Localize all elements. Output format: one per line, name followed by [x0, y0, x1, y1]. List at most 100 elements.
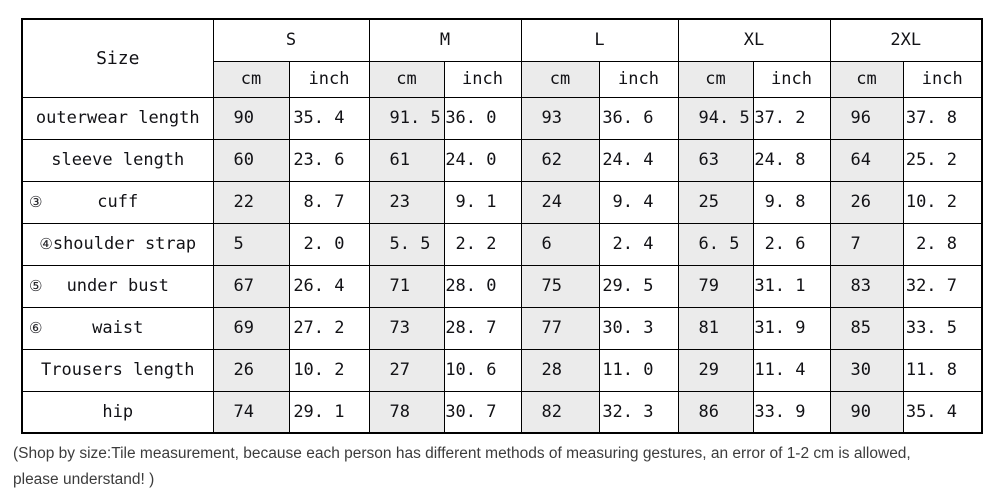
- inch-value-cell: 33. 9: [752, 390, 831, 434]
- cm-value-cell: 63: [677, 138, 754, 182]
- inch-value-cell: 36. 0: [443, 96, 522, 140]
- unit-header-cm: cm: [368, 60, 445, 98]
- inch-value-cell: 31. 9: [752, 306, 831, 350]
- cm-value-cell: 26: [212, 348, 290, 392]
- unit-header-inch: inch: [288, 60, 370, 98]
- size-header-l: L: [520, 18, 679, 62]
- table-row-trousers-length: ⑦ Trousers length 26 10. 2 27 10. 6 28 1…: [21, 348, 983, 392]
- table-row-outerwear-length: ① outerwear length 90 35. 4 91. 5 36. 0 …: [21, 96, 983, 140]
- table-row-hip: ⑧ hip 74 29. 1 78 30. 7 82 32. 3 86 33. …: [21, 390, 983, 434]
- inch-value-cell: 9. 1: [443, 180, 522, 224]
- unit-header-cm: cm: [212, 60, 290, 98]
- row-label: under bust: [66, 276, 169, 296]
- inch-value-cell: 24. 0: [443, 138, 522, 182]
- cm-value-cell: 74: [212, 390, 290, 434]
- cm-value-cell: 77: [520, 306, 600, 350]
- cm-value-cell: 64: [829, 138, 904, 182]
- inch-value-cell: 30. 3: [598, 306, 679, 350]
- cm-value-cell: 85: [829, 306, 904, 350]
- cm-value-cell: 26: [829, 180, 904, 224]
- row-label: outerwear length: [35, 108, 200, 128]
- inch-value-cell: 11. 8: [902, 348, 983, 392]
- inch-value-cell: 27. 2: [288, 306, 370, 350]
- inch-value-cell: 8. 7: [288, 180, 370, 224]
- size-header-s: S: [212, 18, 370, 62]
- cm-value-cell: 5. 5: [368, 222, 445, 266]
- circled-number-marker: ⑥: [29, 319, 43, 337]
- cm-value-cell: 25: [677, 180, 754, 224]
- table-row-shoulder-strap: ④shoulder strap 5 2. 0 5. 5 2. 2 6 2. 4 …: [21, 222, 983, 266]
- cm-value-cell: 7: [829, 222, 904, 266]
- inch-value-cell: 32. 3: [598, 390, 679, 434]
- cm-value-cell: 62: [520, 138, 600, 182]
- cm-value-cell: 29: [677, 348, 754, 392]
- row-label-cell: ① outerwear length: [21, 96, 214, 140]
- size-header-2xl: 2XL: [829, 18, 983, 62]
- table-row-under-bust: ⑤ under bust 67 26. 4 71 28. 0 75 29. 5 …: [21, 264, 983, 308]
- inch-value-cell: 35. 4: [288, 96, 370, 140]
- inch-value-cell: 30. 7: [443, 390, 522, 434]
- row-label: Trousers length: [40, 360, 195, 380]
- unit-header-inch: inch: [443, 60, 522, 98]
- inch-value-cell: 2. 0: [288, 222, 370, 266]
- inch-value-cell: 36. 6: [598, 96, 679, 140]
- circled-number-marker: ⑤: [29, 277, 43, 295]
- circled-number-marker: ④: [39, 235, 53, 253]
- unit-header-cm: cm: [520, 60, 600, 98]
- unit-header-cm: cm: [829, 60, 904, 98]
- cm-value-cell: 90: [212, 96, 290, 140]
- inch-value-cell: 33. 5: [902, 306, 983, 350]
- size-note-line2: please understand! ): [13, 471, 155, 488]
- cm-value-cell: 27: [368, 348, 445, 392]
- table-row-waist: ⑥ waist 69 27. 2 73 28. 7 77 30. 3 81 31…: [21, 306, 983, 350]
- inch-value-cell: 25. 2: [902, 138, 983, 182]
- cm-value-cell: 83: [829, 264, 904, 308]
- inch-value-cell: 11. 0: [598, 348, 679, 392]
- table-row-cuff: ③ cuff 22 8. 7 23 9. 1 24 9. 4 25 9. 8 2…: [21, 180, 983, 224]
- row-label: sleeve length: [51, 150, 185, 170]
- cm-value-cell: 22: [212, 180, 290, 224]
- cm-value-cell: 24: [520, 180, 600, 224]
- size-header-xl: XL: [677, 18, 831, 62]
- size-note-line1: (Shop by size:Tile measurement, because …: [13, 445, 911, 462]
- row-label-cell: ④shoulder strap: [21, 222, 214, 266]
- cm-value-cell: 61: [368, 138, 445, 182]
- row-label-cell: ⑤ under bust: [21, 264, 214, 308]
- row-label: hip: [102, 401, 134, 422]
- inch-value-cell: 9. 4: [598, 180, 679, 224]
- cm-value-cell: 60: [212, 138, 290, 182]
- unit-header-inch: inch: [752, 60, 831, 98]
- cm-value-cell: 91. 5: [368, 96, 445, 140]
- row-label: waist: [92, 318, 144, 338]
- inch-value-cell: 35. 4: [902, 390, 983, 434]
- cm-value-cell: 94. 5: [677, 96, 754, 140]
- unit-header-cm: cm: [677, 60, 754, 98]
- inch-value-cell: 28. 0: [443, 264, 522, 308]
- row-label-cell: ⑥ waist: [21, 306, 214, 350]
- inch-value-cell: 37. 2: [752, 96, 831, 140]
- row-label-cell: ⑦ Trousers length: [21, 348, 214, 392]
- circled-number-marker: ③: [29, 193, 43, 211]
- cm-value-cell: 96: [829, 96, 904, 140]
- cm-value-cell: 86: [677, 390, 754, 434]
- inch-value-cell: 11. 4: [752, 348, 831, 392]
- inch-value-cell: 24. 4: [598, 138, 679, 182]
- row-label-cell: ② sleeve length: [21, 138, 214, 182]
- inch-value-cell: 28. 7: [443, 306, 522, 350]
- cm-value-cell: 79: [677, 264, 754, 308]
- cm-value-cell: 75: [520, 264, 600, 308]
- inch-value-cell: 24. 8: [752, 138, 831, 182]
- cm-value-cell: 67: [212, 264, 290, 308]
- table-row-sleeve-length: ② sleeve length 60 23. 6 61 24. 0 62 24.…: [21, 138, 983, 182]
- inch-value-cell: 37. 8: [902, 96, 983, 140]
- corner-header-size: Size: [21, 18, 214, 98]
- inch-value-cell: 23. 6: [288, 138, 370, 182]
- cm-value-cell: 6: [520, 222, 600, 266]
- inch-value-cell: 2. 2: [443, 222, 522, 266]
- cm-value-cell: 81: [677, 306, 754, 350]
- inch-value-cell: 29. 1: [288, 390, 370, 434]
- size-header-m: M: [368, 18, 522, 62]
- inch-value-cell: 29. 5: [598, 264, 679, 308]
- inch-value-cell: 2. 6: [752, 222, 831, 266]
